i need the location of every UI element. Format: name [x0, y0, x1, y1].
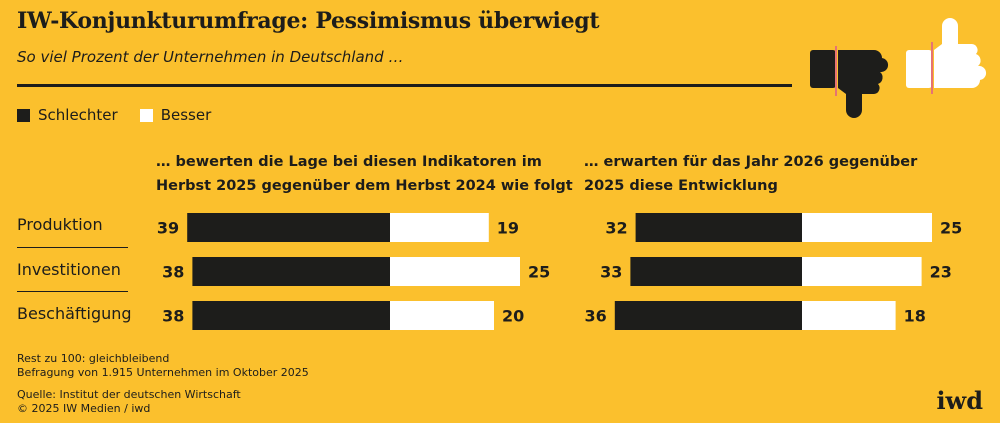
value-label-worse: 38: [162, 307, 184, 326]
value-label-worse: 39: [157, 219, 179, 238]
footnote-line-2: Befragung von 1.915 Unternehmen im Oktob…: [17, 366, 309, 379]
bar-better: [802, 257, 922, 286]
panel-1-title: … bewerten die Lage bei diesen Indikator…: [156, 150, 573, 198]
panel-2-title: … erwarten für das Jahr 2026 gegenüber 2…: [584, 150, 917, 198]
legend-item-worse: Schlechter: [17, 106, 118, 124]
iwd-logo: iwd: [936, 386, 983, 415]
panel-1-title-line-2: Herbst 2025 gegenüber dem Herbst 2024 wi…: [156, 178, 573, 194]
row-divider: [17, 247, 128, 248]
row-label-investitionen: Investitionen: [17, 260, 121, 279]
bar-better: [390, 301, 494, 330]
bar-better: [802, 301, 896, 330]
bar-worse: [635, 213, 802, 242]
bar-worse: [630, 257, 802, 286]
panel-2-title-line-1: … erwarten für das Jahr 2026 gegenüber: [584, 154, 918, 170]
chart-subtitle: So viel Prozent der Unternehmen in Deuts…: [17, 48, 404, 66]
bar-better: [802, 213, 932, 242]
panel-2-title-line-2: 2025 diese Entwicklung: [584, 178, 778, 194]
legend: Schlechter Besser: [17, 106, 233, 124]
source-note: Quelle: Institut der deutschen Wirtschaf…: [17, 388, 241, 416]
footnote: Rest zu 100: gleichbleibend Befragung vo…: [17, 352, 309, 380]
value-label-worse: 32: [605, 219, 627, 238]
bar-better: [390, 257, 520, 286]
legend-swatch-better: [139, 108, 153, 122]
panel-1-title-line-1: … bewerten die Lage bei diesen Indikator…: [156, 154, 542, 170]
value-label-better: 20: [502, 307, 524, 326]
value-label-better: 25: [940, 219, 962, 238]
legend-label-better: Besser: [160, 106, 212, 124]
value-label-better: 19: [497, 219, 519, 238]
bar-better: [390, 213, 489, 242]
value-label-worse: 36: [585, 307, 607, 326]
value-label-worse: 33: [600, 263, 622, 282]
thumbs-illustration: [810, 18, 987, 118]
bar-worse: [192, 301, 390, 330]
row-label-produktion: Produktion: [17, 215, 103, 234]
bar-worse: [187, 213, 390, 242]
bar-worse: [614, 301, 802, 330]
value-label-better: 23: [930, 263, 952, 282]
thumbs-down-icon: [810, 46, 889, 118]
source-line-1: Quelle: Institut der deutschen Wirtschaf…: [17, 388, 241, 401]
legend-swatch-worse: [17, 108, 30, 122]
legend-label-worse: Schlechter: [38, 106, 118, 124]
value-label-better: 18: [904, 307, 926, 326]
title-divider: [17, 84, 792, 87]
value-label-better: 25: [528, 263, 550, 282]
row-label-beschaeftigung: Beschäftigung: [17, 304, 132, 323]
row-divider: [17, 291, 128, 292]
source-line-2: © 2025 IW Medien / iwd: [17, 402, 151, 415]
footnote-line-1: Rest zu 100: gleichbleibend: [17, 352, 170, 365]
legend-item-better: Besser: [139, 106, 212, 124]
value-label-worse: 38: [162, 263, 184, 282]
chart-title: IW-Konjunkturumfrage: Pessimismus überwi…: [17, 8, 600, 34]
bar-worse: [192, 257, 390, 286]
thumbs-up-icon: [906, 18, 987, 94]
